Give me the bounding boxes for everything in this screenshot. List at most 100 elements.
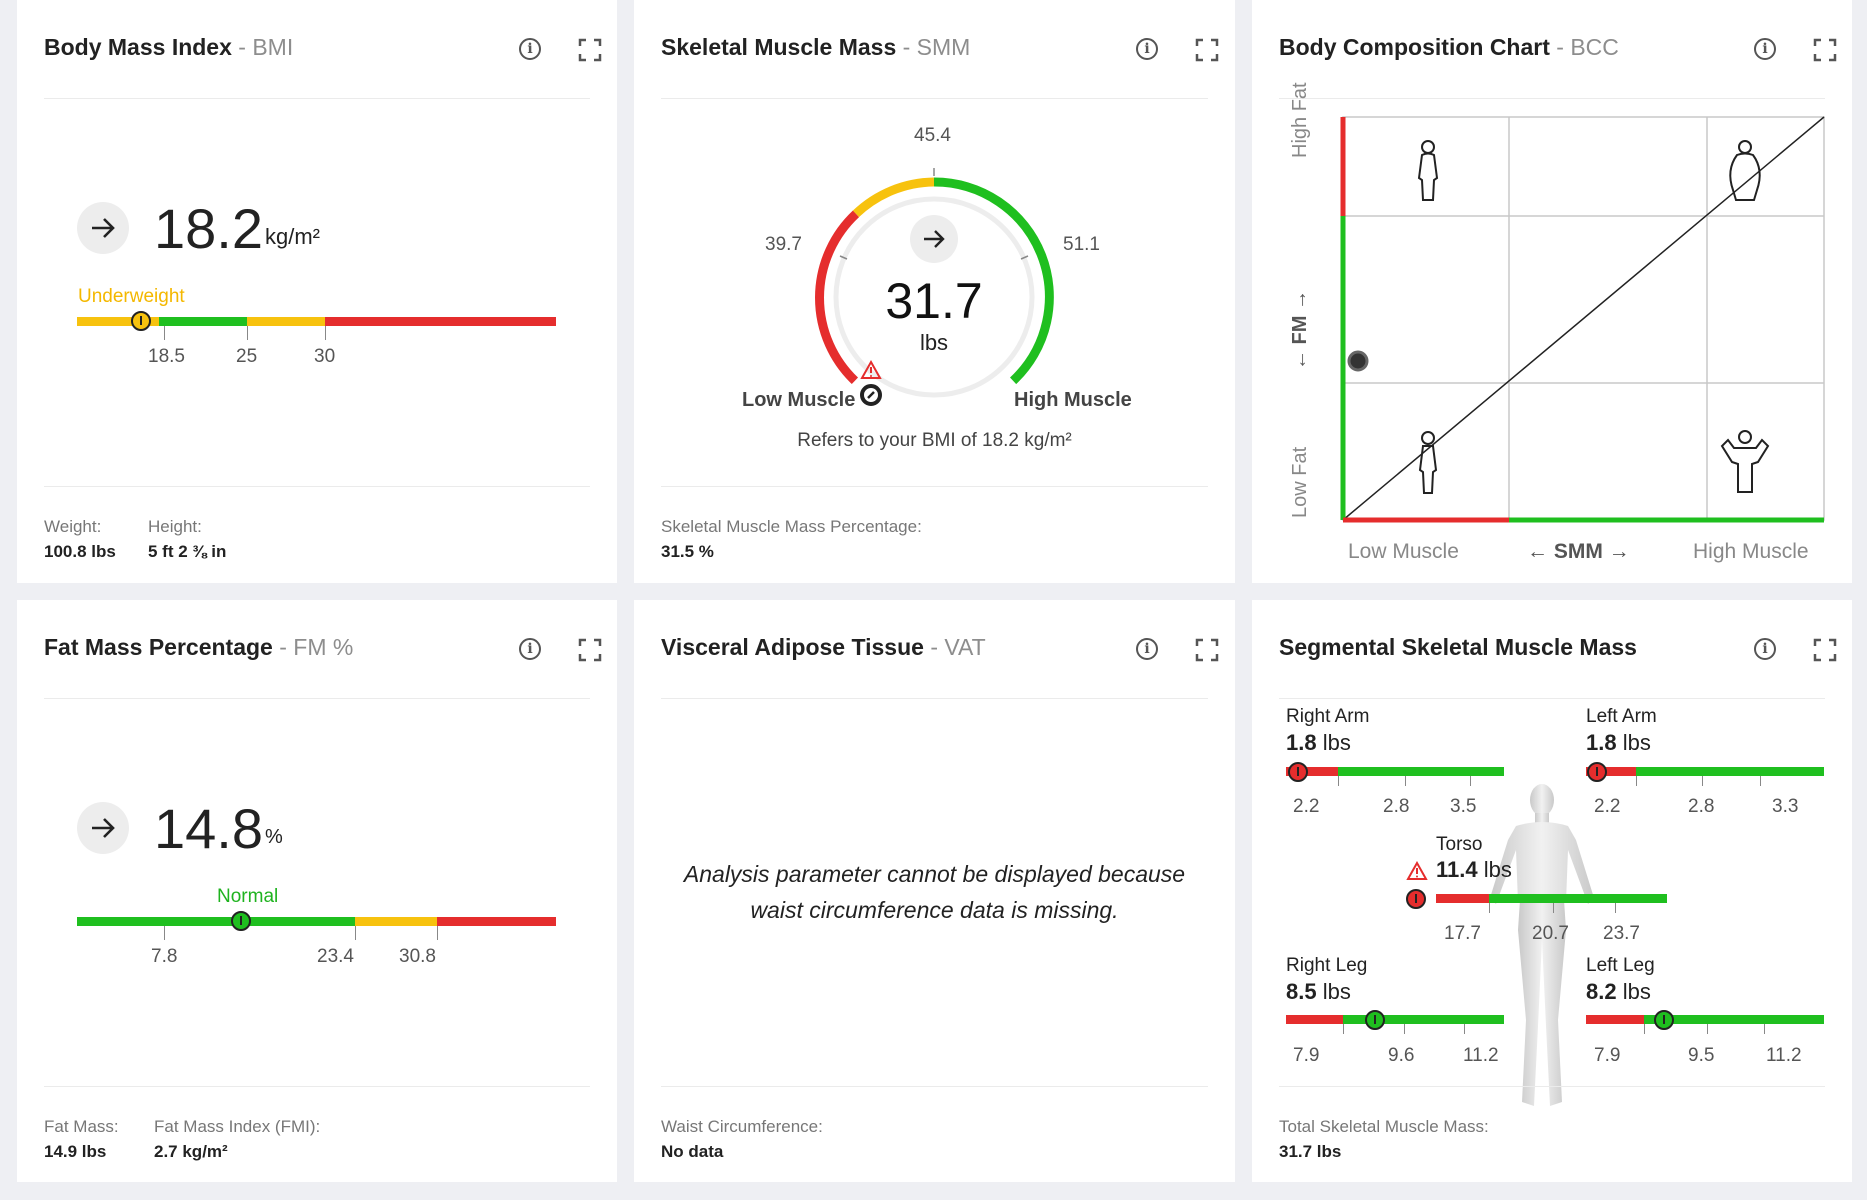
left-leg-tick: 7.9 [1594,1045,1621,1066]
smm-unit: lbs [919,330,949,355]
smm-footer: Skeletal Muscle Mass Percentage: 31.5 % [661,486,1208,561]
total-smm-value: 31.7 lbs [1279,1142,1342,1161]
bmi-details-button[interactable] [77,202,129,254]
bmi-card: Body Mass Index - BMI i 18.2 kg/m² Under… [17,0,617,583]
fmi-value: 2.7 kg/m² [154,1142,228,1161]
torso-reading: 11.4 lbs [1436,857,1512,882]
smm-card: Skeletal Muscle Mass - SMM i 45.4 39.7 5… [634,0,1235,583]
smm-tick-label: 45.4 [914,125,951,146]
total-smm-label: Total Skeletal Muscle Mass: [1279,1117,1489,1136]
bcc-marker [1347,350,1369,372]
info-icon[interactable]: i [1754,38,1776,60]
smm-header: Skeletal Muscle Mass - SMM i [661,28,1219,99]
expand-icon[interactable] [1195,38,1219,62]
bcc-grid [1340,116,1825,523]
high-muscle-label: High Muscle [1014,389,1132,411]
right-arm-tick: 2.8 [1383,796,1410,817]
bmi-tick-label: 18.5 [148,346,185,367]
bmi-title: Body Mass Index - BMI [44,34,294,60]
left-leg-marker [1654,1010,1674,1030]
ssmm-title: Segmental Skeletal Muscle Mass [1279,634,1637,660]
info-icon[interactable]: i [1136,38,1158,60]
body-figure-image [1490,784,1594,1106]
low-muscle-label: Low Muscle [742,389,856,411]
vat-header: Visceral Adipose Tissue - VAT i [661,628,1219,699]
y-low-label: Low Fat [1289,446,1311,518]
fm-title: Fat Mass Percentage - FM % [44,634,354,660]
left-arm-tick: 3.3 [1772,796,1799,817]
left-arm-tick: 2.8 [1688,796,1715,817]
ssmm-card: Segmental Skeletal Muscle Mass i Right A… [1252,600,1852,1182]
bmi-status: Underweight [78,286,185,307]
expand-icon[interactable] [578,638,602,662]
torso-tick: 17.7 [1444,923,1481,944]
smm-details-button[interactable] [910,215,958,263]
vat-missing-message: Analysis parameter cannot be displayed b… [683,861,1186,923]
info-icon[interactable]: i [1754,638,1776,660]
bmi-unit: kg/m² [265,224,320,249]
left-arm-label: Left Arm [1586,706,1657,727]
right-arm-marker [1288,762,1308,782]
vat-footer: Waist Circumference: No data [661,1086,1208,1161]
arrow-right-icon [92,818,115,838]
body-type-obese-icon [1729,140,1761,201]
bmi-value: 18.2 [154,197,263,260]
fat-mass-label: Fat Mass: [44,1117,119,1136]
left-leg-reading: 8.2 lbs [1586,979,1651,1004]
info-icon[interactable]: i [519,38,541,60]
x-axis-label: ← SMM → [1527,540,1630,563]
ssmm-footer: Total Skeletal Muscle Mass: 31.7 lbs [1279,1086,1825,1161]
right-arm-tick: 3.5 [1450,796,1477,817]
bmi-marker [131,311,151,331]
fm-footer: Fat Mass: 14.9 lbs Fat Mass Index (FMI):… [44,1086,590,1161]
bmi-footer: Weight: 100.8 lbs Height: 5 ft 2 ⅜ in [44,486,590,561]
smm-title: Skeletal Muscle Mass - SMM [661,34,971,60]
body-type-slim-icon [1417,140,1439,201]
fm-tick-label: 23.4 [317,946,354,967]
info-icon[interactable]: i [1136,638,1158,660]
body-type-muscular-icon [1720,430,1770,493]
fm-header: Fat Mass Percentage - FM % i [44,628,602,699]
left-leg-label: Left Leg [1586,955,1655,976]
bcc-header: Body Composition Chart - BCC i [1279,28,1837,99]
smm-note: Refers to your BMI of 18.2 kg/m² [797,430,1072,451]
expand-icon[interactable] [1813,638,1837,662]
fm-status: Normal [217,886,279,907]
left-leg-tick: 11.2 [1766,1045,1802,1066]
right-leg-marker [1365,1010,1385,1030]
info-icon[interactable]: i [519,638,541,660]
expand-icon[interactable] [1195,638,1219,662]
expand-icon[interactable] [1813,38,1837,62]
warning-icon [1406,861,1428,880]
fm-marker [231,911,251,931]
bcc-card: Body Composition Chart - BCC i [1252,0,1852,583]
right-leg-tick: 11.2 [1463,1045,1499,1066]
waist-value: No data [661,1142,724,1161]
bmi-header: Body Mass Index - BMI i [44,28,602,99]
left-arm-tick: 2.2 [1594,796,1621,817]
vat-card: Visceral Adipose Tissue - VAT i Analysis… [634,600,1235,1182]
left-leg-tick: 9.5 [1688,1045,1715,1066]
right-leg-reading: 8.5 lbs [1286,979,1351,1004]
warning-icon [860,359,882,379]
weight-label: Weight: [44,517,102,536]
bmi-tick-label: 30 [314,346,336,367]
expand-icon[interactable] [578,38,602,62]
arrow-right-icon [92,218,115,238]
torso-marker [1406,889,1426,909]
smm-tick-label: 39.7 [765,234,802,255]
fm-details-button[interactable] [77,802,129,854]
right-arm-reading: 1.8 lbs [1286,730,1351,755]
x-high-label: High Muscle [1693,540,1809,563]
fm-tick-label: 7.8 [151,946,178,967]
smm-value: 31.7 [885,273,983,329]
arrow-right-icon [924,230,945,248]
waist-label: Waist Circumference: [661,1117,823,1136]
torso-tick: 23.7 [1603,923,1640,944]
smm-marker [860,384,882,406]
fm-unit: % [265,826,283,848]
left-arm-marker [1587,762,1607,782]
fm-tick-label: 30.8 [399,946,436,967]
right-arm-tick: 2.2 [1293,796,1320,817]
right-leg-tick: 9.6 [1388,1045,1415,1066]
